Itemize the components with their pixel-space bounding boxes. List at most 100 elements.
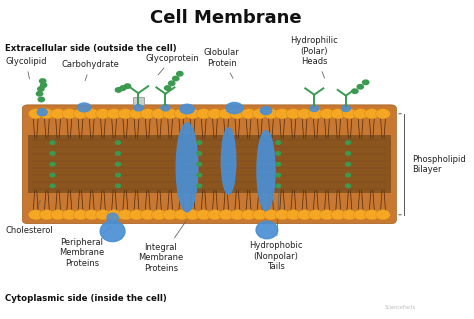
Circle shape [376, 109, 390, 119]
Circle shape [107, 109, 121, 119]
Text: Glycolipid: Glycolipid [5, 57, 47, 79]
Circle shape [38, 87, 44, 91]
Circle shape [84, 109, 99, 119]
Text: ScienceFacts: ScienceFacts [384, 305, 416, 310]
Circle shape [197, 152, 202, 155]
Ellipse shape [77, 103, 91, 112]
Bar [133, 97, 144, 105]
Circle shape [173, 76, 179, 81]
Circle shape [275, 109, 290, 119]
Circle shape [253, 109, 267, 119]
Circle shape [174, 210, 189, 220]
Circle shape [197, 109, 211, 119]
Circle shape [140, 109, 155, 119]
Circle shape [134, 105, 143, 111]
Circle shape [341, 105, 350, 112]
Circle shape [241, 210, 256, 220]
Circle shape [276, 173, 281, 177]
Circle shape [51, 109, 65, 119]
Circle shape [275, 210, 290, 220]
Circle shape [264, 210, 278, 220]
Text: Hydrophilic
(Polar)
Heads: Hydrophilic (Polar) Heads [291, 36, 338, 78]
Circle shape [253, 210, 267, 220]
Circle shape [357, 85, 364, 89]
Circle shape [297, 109, 312, 119]
Circle shape [50, 152, 55, 155]
Circle shape [346, 152, 351, 155]
Circle shape [124, 84, 131, 88]
Circle shape [264, 109, 278, 119]
Circle shape [62, 109, 76, 119]
Circle shape [28, 109, 43, 119]
Circle shape [84, 210, 99, 220]
FancyBboxPatch shape [22, 105, 396, 224]
Ellipse shape [180, 104, 194, 114]
Circle shape [152, 109, 166, 119]
Circle shape [219, 210, 233, 220]
Text: Peripheral
Membrane
Proteins: Peripheral Membrane Proteins [59, 226, 110, 268]
Circle shape [129, 109, 144, 119]
Ellipse shape [176, 123, 198, 212]
Ellipse shape [221, 128, 236, 195]
Circle shape [197, 173, 202, 177]
Circle shape [331, 210, 346, 220]
Circle shape [197, 162, 202, 166]
Text: Hydrophobic
(Nonpolar)
Tails: Hydrophobic (Nonpolar) Tails [249, 183, 303, 271]
Circle shape [342, 109, 356, 119]
Circle shape [230, 109, 245, 119]
Circle shape [163, 109, 177, 119]
Circle shape [230, 210, 245, 220]
Circle shape [36, 92, 43, 96]
Circle shape [346, 141, 351, 144]
Circle shape [376, 210, 390, 220]
Circle shape [286, 210, 301, 220]
Circle shape [208, 210, 222, 220]
Circle shape [331, 109, 346, 119]
Circle shape [96, 109, 110, 119]
Text: Integral
Membrane
Proteins: Integral Membrane Proteins [138, 220, 186, 273]
Circle shape [28, 210, 43, 220]
Circle shape [219, 109, 233, 119]
Circle shape [320, 109, 334, 119]
Circle shape [197, 184, 202, 188]
Circle shape [169, 81, 175, 85]
Circle shape [39, 79, 46, 83]
Ellipse shape [256, 221, 278, 239]
Circle shape [241, 109, 256, 119]
Text: Globular
Protein: Globular Protein [204, 48, 240, 78]
Circle shape [73, 109, 88, 119]
Circle shape [346, 184, 351, 188]
Text: Phospholipid
Bilayer: Phospholipid Bilayer [412, 155, 466, 174]
Circle shape [354, 109, 368, 119]
Ellipse shape [260, 107, 272, 115]
Ellipse shape [100, 221, 125, 241]
Circle shape [309, 109, 323, 119]
Circle shape [50, 173, 55, 177]
Circle shape [116, 141, 120, 144]
Circle shape [120, 86, 126, 90]
Circle shape [276, 162, 281, 166]
Circle shape [342, 210, 356, 220]
Text: Cell Membrane: Cell Membrane [150, 9, 302, 26]
Circle shape [197, 141, 202, 144]
Circle shape [346, 173, 351, 177]
Circle shape [276, 152, 281, 155]
Ellipse shape [257, 130, 275, 211]
Ellipse shape [107, 213, 118, 223]
Circle shape [38, 97, 45, 102]
Circle shape [320, 210, 334, 220]
Circle shape [50, 141, 55, 144]
Circle shape [164, 86, 171, 90]
Circle shape [40, 83, 47, 87]
Circle shape [116, 152, 120, 155]
Circle shape [286, 109, 301, 119]
Circle shape [116, 162, 120, 166]
Text: Cytoplasmic side (inside the cell): Cytoplasmic side (inside the cell) [5, 294, 167, 303]
Bar [28, 135, 391, 193]
Circle shape [310, 105, 319, 112]
Circle shape [363, 80, 369, 85]
Circle shape [161, 105, 170, 111]
Circle shape [365, 109, 379, 119]
Text: Cholesterol: Cholesterol [5, 200, 53, 234]
Circle shape [297, 210, 312, 220]
